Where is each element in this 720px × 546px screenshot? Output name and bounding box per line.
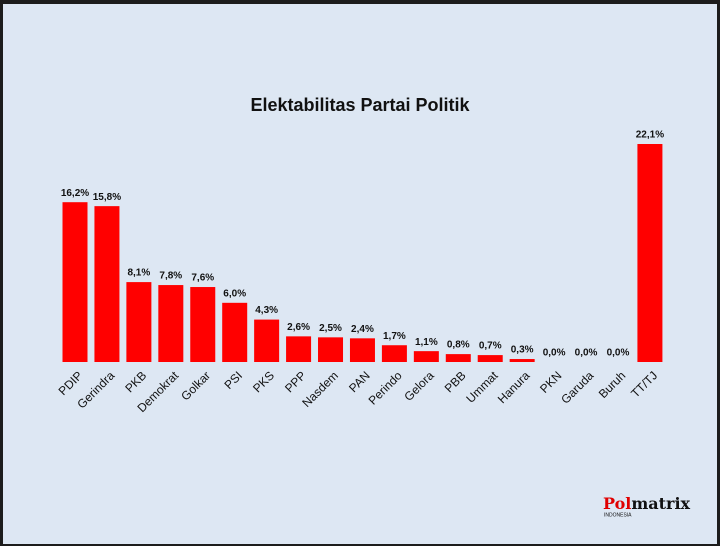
bar [222, 302, 248, 362]
bar [349, 338, 375, 362]
bar [477, 355, 503, 362]
value-label: 1,1% [415, 337, 438, 348]
value-label: 0,0% [575, 348, 598, 359]
bar [94, 206, 120, 362]
brand-logo: Polmatrix [603, 494, 691, 513]
bar [62, 202, 88, 362]
bar [126, 282, 152, 362]
value-label: 7,6% [191, 273, 214, 284]
value-label: 15,8% [93, 192, 121, 203]
brand-red: Pol [603, 494, 631, 513]
value-label: 0,8% [447, 340, 470, 351]
chart-title: Elektabilitas Partai Politik [250, 95, 470, 115]
bar [254, 319, 280, 362]
bar [190, 287, 216, 362]
bar [413, 351, 439, 362]
value-label: 0,3% [511, 345, 534, 356]
bar [445, 354, 471, 362]
bar [381, 345, 407, 362]
brand-black: matrix [631, 494, 690, 513]
value-label: 22,1% [636, 130, 664, 141]
brand-tagline: INDONESIA [604, 512, 632, 518]
value-label: 6,0% [223, 288, 246, 299]
bar [509, 359, 535, 362]
value-label: 2,5% [319, 323, 342, 334]
value-label: 7,8% [159, 271, 182, 282]
bar [318, 337, 344, 362]
value-label: 1,7% [383, 331, 406, 342]
bar [158, 285, 184, 362]
bar [637, 144, 663, 362]
value-label: 2,6% [287, 322, 310, 333]
value-label: 0,0% [607, 348, 630, 359]
background [3, 4, 717, 544]
value-label: 4,3% [255, 305, 278, 316]
value-label: 0,0% [543, 348, 566, 359]
value-label: 0,7% [479, 341, 502, 352]
value-label: 8,1% [127, 268, 150, 279]
bar [286, 336, 312, 362]
value-label: 2,4% [351, 324, 374, 335]
value-label: 16,2% [61, 188, 89, 199]
